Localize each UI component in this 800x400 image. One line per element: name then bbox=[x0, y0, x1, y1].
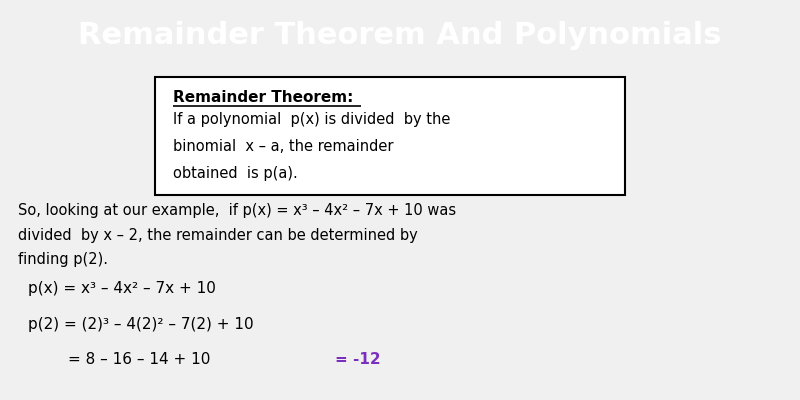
Text: binomial  x – a, the remainder: binomial x – a, the remainder bbox=[173, 139, 394, 154]
Text: p(x) = x³ – 4x² – 7x + 10: p(x) = x³ – 4x² – 7x + 10 bbox=[28, 280, 216, 296]
FancyBboxPatch shape bbox=[155, 77, 625, 195]
Text: p(2) = (2)³ – 4(2)² – 7(2) + 10: p(2) = (2)³ – 4(2)² – 7(2) + 10 bbox=[28, 316, 254, 332]
Text: If a polynomial  p(x) is divided  by the: If a polynomial p(x) is divided by the bbox=[173, 112, 450, 127]
Text: obtained  is p(a).: obtained is p(a). bbox=[173, 166, 298, 181]
Text: = 8 – 16 – 14 + 10: = 8 – 16 – 14 + 10 bbox=[68, 352, 210, 368]
Text: So, looking at our example,  if p(x) = x³ – 4x² – 7x + 10 was: So, looking at our example, if p(x) = x³… bbox=[18, 203, 456, 218]
Text: Remainder Theorem:: Remainder Theorem: bbox=[173, 90, 354, 105]
Text: = -12: = -12 bbox=[335, 352, 381, 368]
Text: Remainder Theorem And Polynomials: Remainder Theorem And Polynomials bbox=[78, 22, 722, 50]
Text: divided  by x – 2, the remainder can be determined by: divided by x – 2, the remainder can be d… bbox=[18, 228, 418, 242]
Text: finding p(2).: finding p(2). bbox=[18, 252, 108, 267]
